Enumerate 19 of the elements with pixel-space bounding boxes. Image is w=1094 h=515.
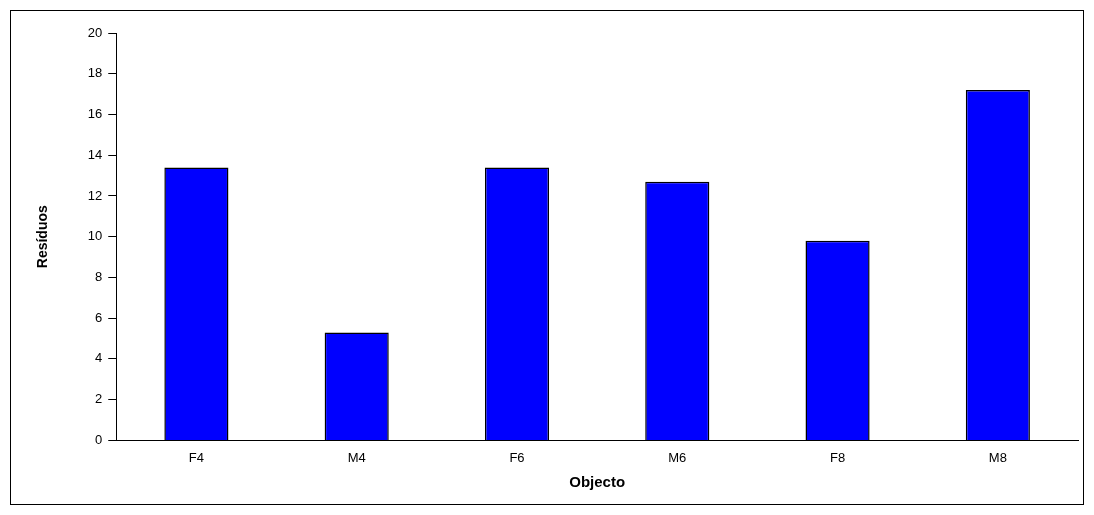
y-axis-title: Resíduos [34,204,51,269]
x-tick-label: F4 [188,449,204,465]
y-tick-label: 8 [95,269,103,285]
y-tick-label: 18 [87,65,103,81]
y-tick-label: 4 [95,350,103,366]
y-tick-label: 12 [87,187,103,203]
x-tick-label: M6 [668,449,687,465]
x-tick-label: F6 [509,449,525,465]
y-tick-label: 16 [87,106,103,122]
y-tick-label: 10 [87,228,103,244]
y-tick-label: 14 [87,146,103,162]
x-axis-title: Objecto [569,473,626,491]
y-tick-label: 6 [95,309,103,325]
y-tick-label: 2 [95,391,103,407]
y-tick-label: 20 [87,24,103,40]
x-tick-label: F8 [829,449,846,465]
y-tick-label: 0 [95,431,103,447]
x-tick-label: M4 [347,449,366,465]
x-tick-label: M8 [988,449,1007,465]
